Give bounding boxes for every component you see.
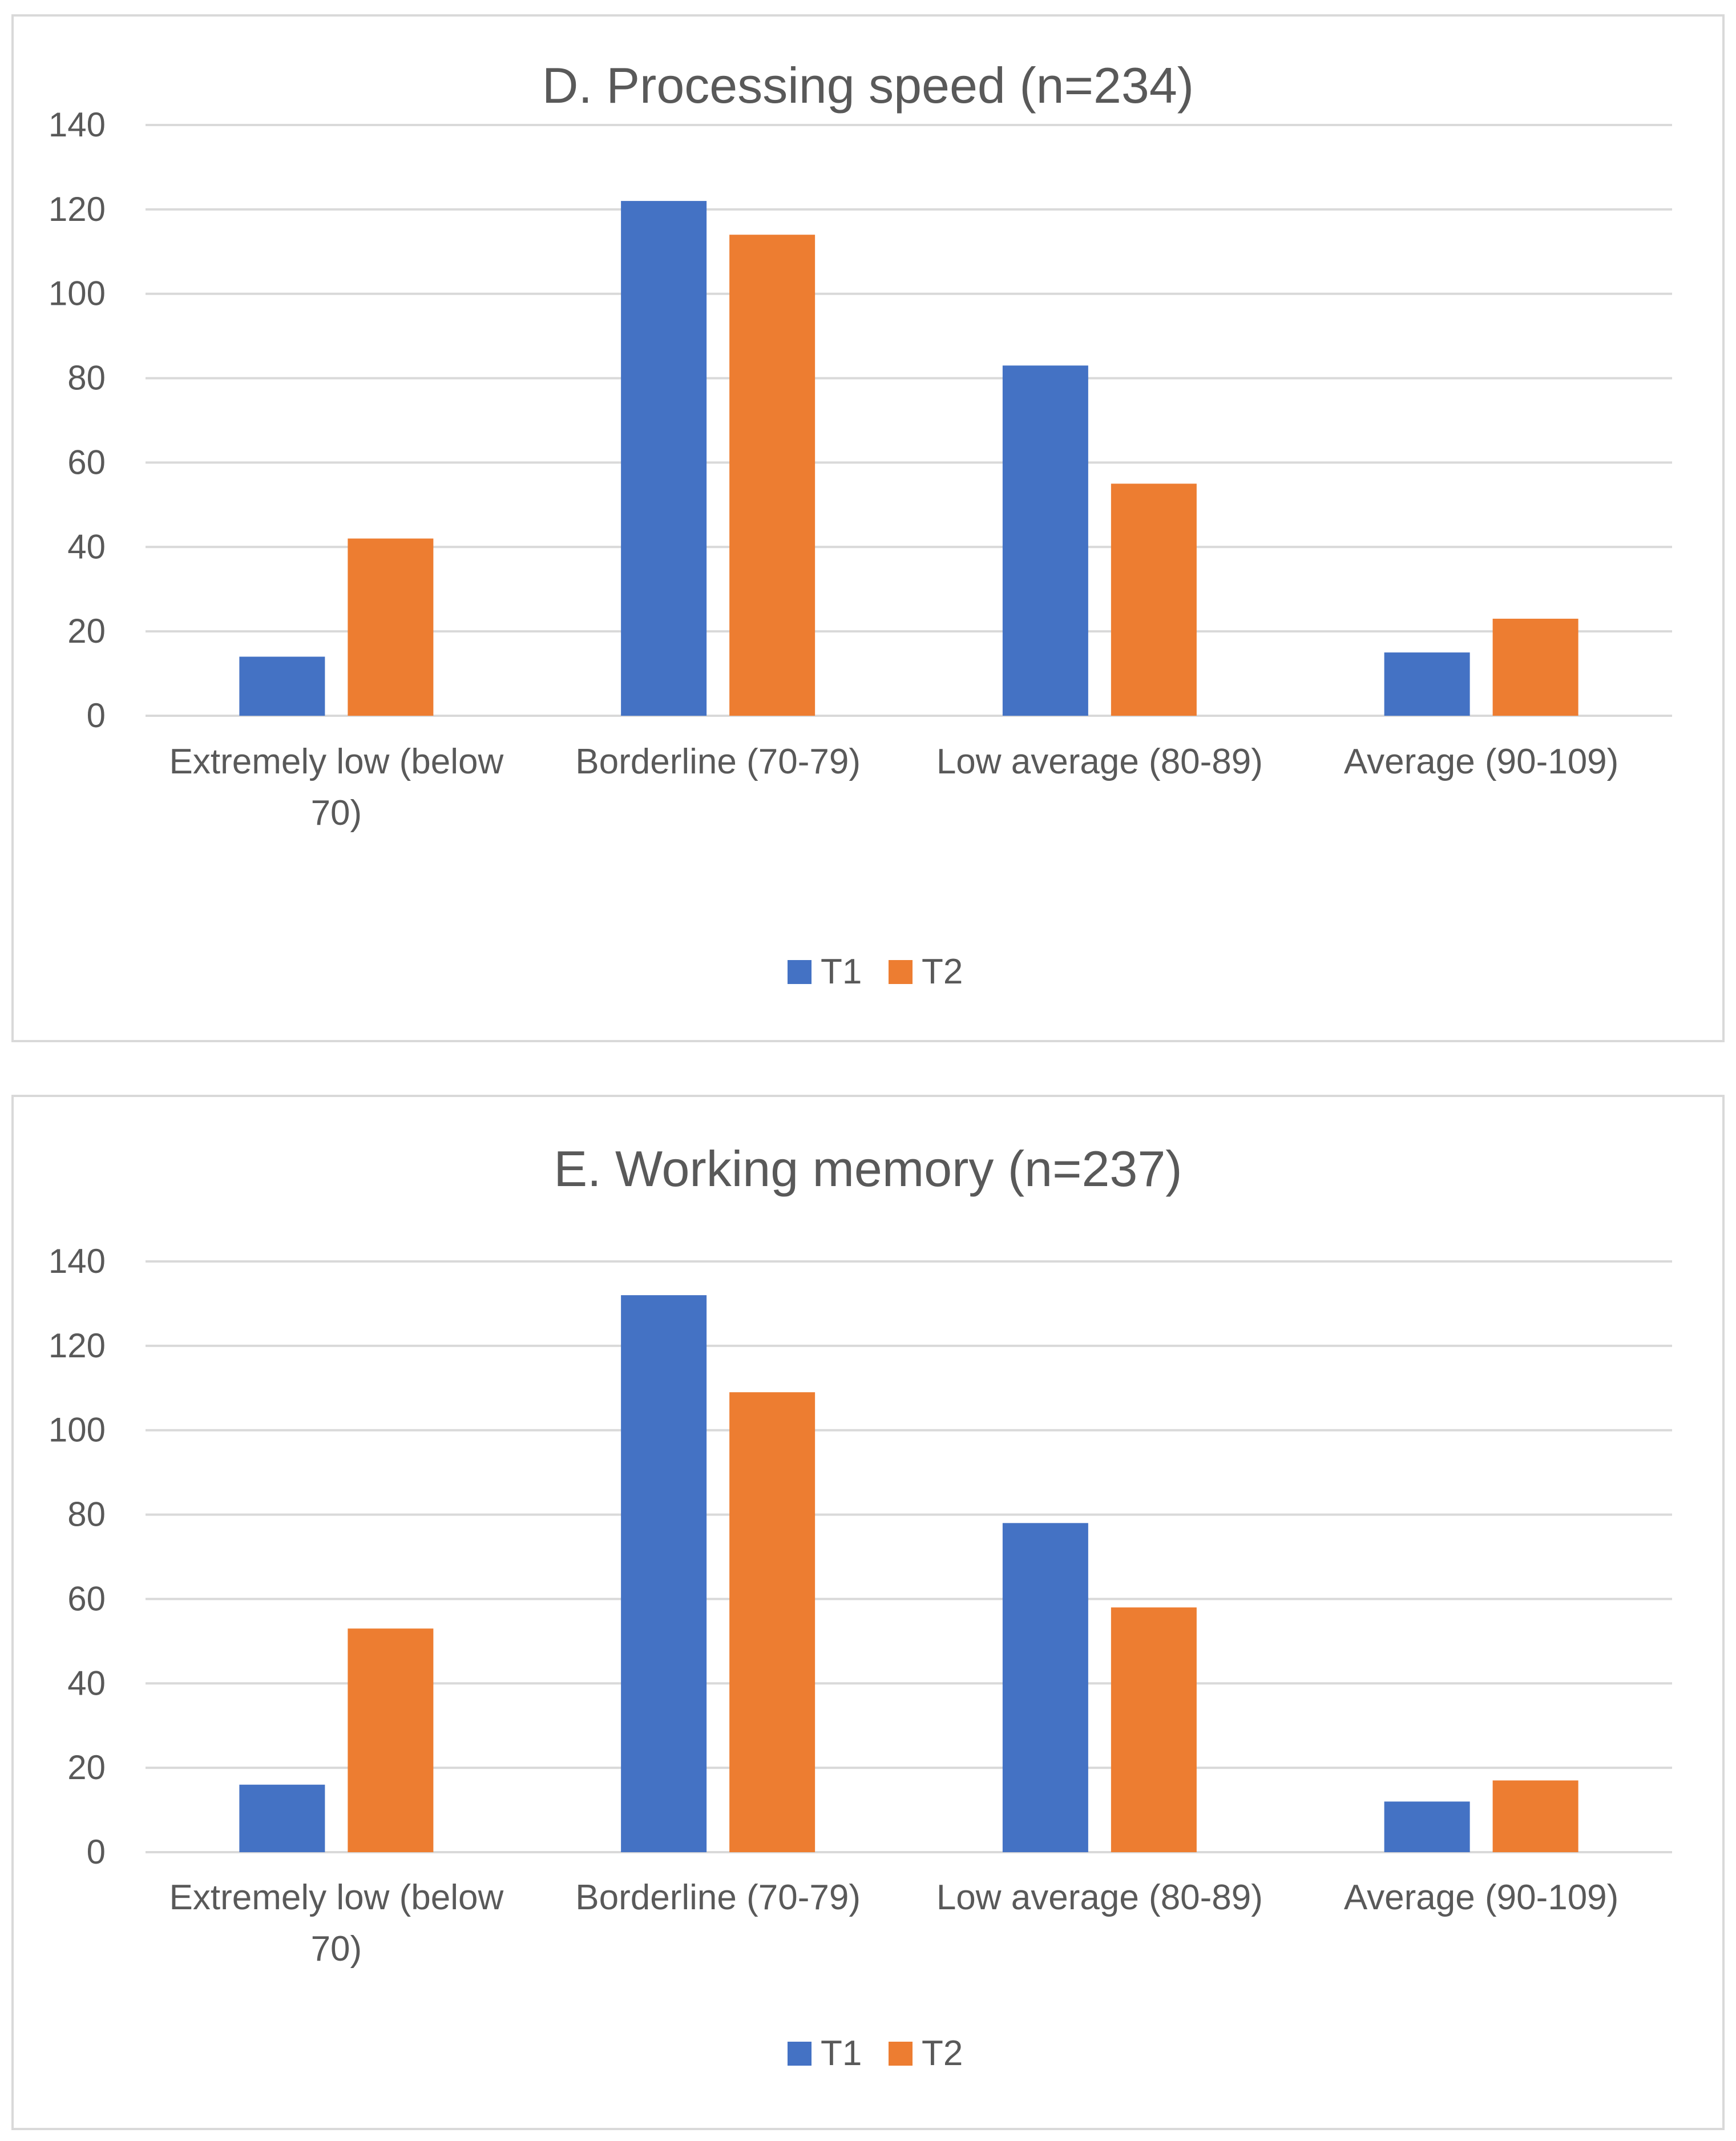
bar-t1-borderline-70-79	[621, 1295, 707, 1852]
bar-t2-extremely-low-below-70	[348, 538, 434, 716]
chart-frame	[11, 14, 1725, 1042]
bar-t1-average-90-109	[1384, 652, 1470, 716]
bars	[239, 1295, 1578, 1852]
x-tick-label: Extremely low (below 70)	[169, 1878, 504, 1969]
y-tick-label: 80	[67, 359, 106, 397]
legend-swatch-t1	[788, 2042, 812, 2066]
bar-t1-extremely-low-below-70	[239, 1784, 325, 1852]
y-axis-ticks: 0 20 40 60 80 100 120 140	[49, 106, 106, 735]
y-tick-label: 20	[67, 612, 106, 650]
x-tick-label: Borderline (70-79)	[575, 1878, 861, 1917]
bar-t1-extremely-low-below-70	[239, 656, 325, 716]
bar-t1-average-90-109	[1384, 1801, 1470, 1852]
bar-t2-average-90-109	[1492, 618, 1578, 716]
y-tick-label: 80	[67, 1495, 106, 1534]
y-tick-label: 40	[67, 1664, 106, 1702]
x-tick-label: Extremely low (below 70)	[169, 742, 504, 833]
x-tick-label: Average (90-109)	[1344, 1878, 1618, 1917]
y-tick-label: 0	[87, 1833, 106, 1871]
legend-swatch-t2	[889, 960, 913, 984]
legend-swatch-t2	[889, 2042, 913, 2066]
bar-t2-low-average-80-89	[1111, 483, 1197, 716]
x-tick-label: Low average (80-89)	[936, 1878, 1263, 1917]
bar-t1-low-average-80-89	[1002, 1523, 1088, 1852]
bar-t2-borderline-70-79	[729, 1392, 815, 1852]
x-tick-label: Borderline (70-79)	[575, 742, 861, 781]
chart-title: D. Processing speed (n=234)	[542, 57, 1194, 114]
chart-title: E. Working memory (n=237)	[554, 1140, 1182, 1197]
y-tick-label: 60	[67, 443, 106, 481]
y-tick-label: 20	[67, 1748, 106, 1787]
legend-label-t1: T1	[821, 952, 862, 991]
bars	[239, 201, 1578, 716]
chart-working-memory: E. Working memory (n=237) 0 20 40 60 80 100 12…	[11, 1095, 1725, 2130]
x-tick-label: Low average (80-89)	[936, 742, 1263, 781]
y-tick-label: 100	[49, 1411, 106, 1449]
bar-t2-extremely-low-below-70	[348, 1628, 434, 1852]
chart-frame	[11, 1095, 1725, 2130]
y-tick-label: 140	[49, 1242, 106, 1280]
y-axis-ticks: 0 20 40 60 80 100 120 140	[49, 1242, 106, 1871]
legend: T1 T2	[788, 2034, 963, 2073]
legend: T1 T2	[788, 952, 963, 991]
y-tick-label: 120	[49, 190, 106, 228]
bar-t2-average-90-109	[1492, 1780, 1578, 1852]
legend-label-t1: T1	[821, 2034, 862, 2073]
bar-t2-low-average-80-89	[1111, 1607, 1197, 1852]
bar-t1-low-average-80-89	[1002, 365, 1088, 716]
legend-label-t2: T2	[922, 952, 963, 991]
x-tick-label: Average (90-109)	[1344, 742, 1618, 781]
x-axis-labels: Extremely low (below 70) Borderline (70-79…	[169, 1878, 1619, 1969]
bar-t2-borderline-70-79	[729, 235, 815, 716]
legend-swatch-t1	[788, 960, 812, 984]
y-tick-label: 120	[49, 1326, 106, 1365]
y-tick-label: 40	[67, 527, 106, 566]
y-tick-label: 100	[49, 275, 106, 313]
y-tick-label: 140	[49, 106, 106, 144]
bar-t1-borderline-70-79	[621, 201, 707, 716]
chart-processing-speed: D. Processing speed (n=234) 0 20 40 60 80 100…	[11, 14, 1725, 1042]
legend-label-t2: T2	[922, 2034, 963, 2073]
x-axis-labels: Extremely low (below 70) Borderline (70-79…	[169, 742, 1619, 833]
y-tick-label: 60	[67, 1579, 106, 1618]
y-tick-label: 0	[87, 696, 106, 735]
